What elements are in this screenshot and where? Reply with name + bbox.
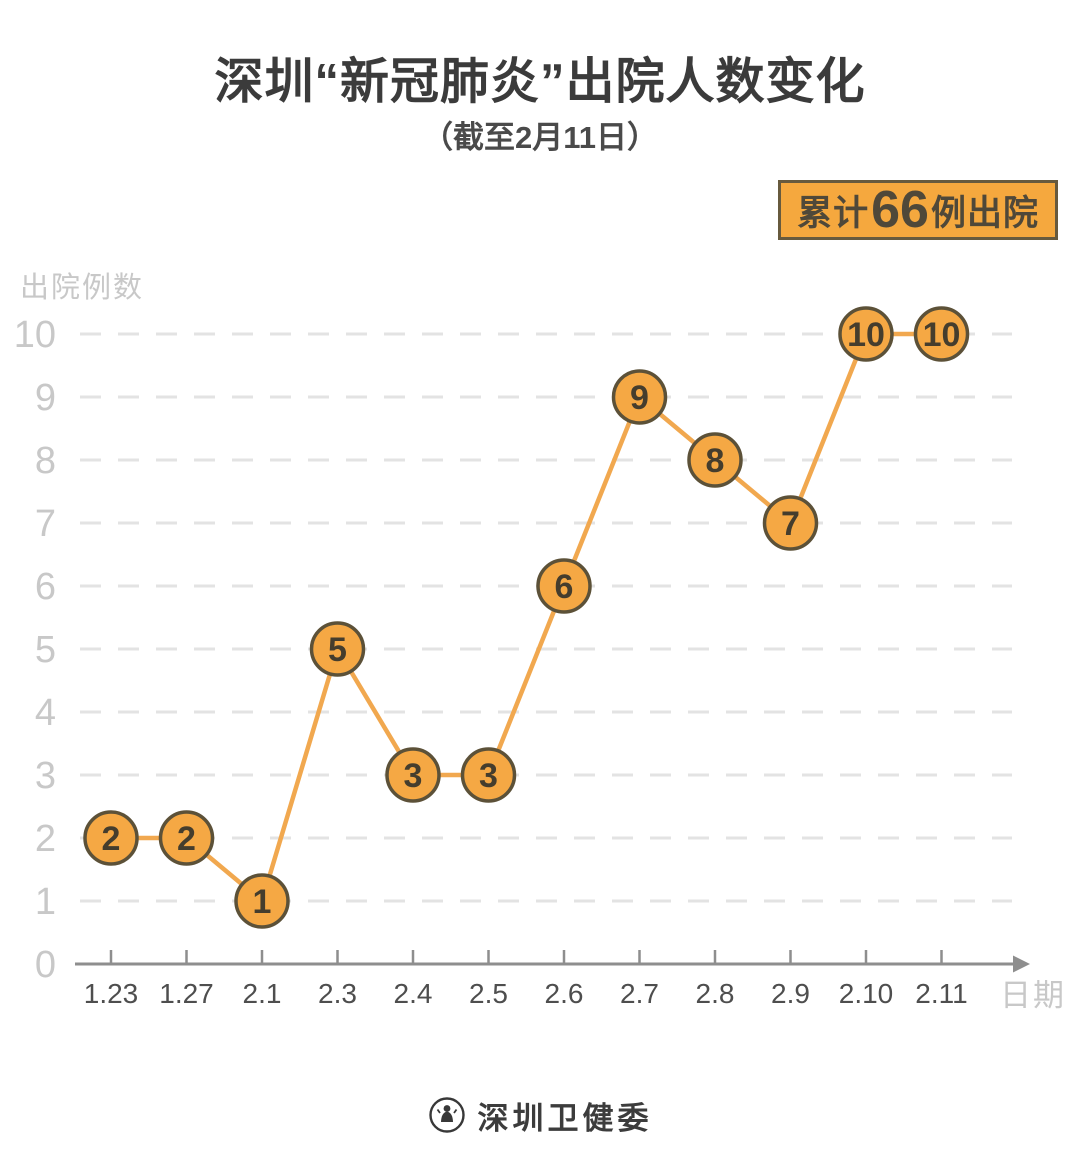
data-point-value-2.11: 10	[923, 316, 961, 354]
data-point-value-2.4: 3	[404, 757, 423, 795]
data-point-value-2.3: 5	[328, 631, 347, 669]
data-point-value-2.7: 9	[630, 379, 649, 417]
data-point-2.11	[913, 306, 970, 362]
footer-logo: 深圳卫健委	[0, 1092, 1080, 1138]
data-point-value-2.8: 8	[706, 442, 725, 480]
data-point-value-2.5: 3	[479, 757, 498, 795]
y-axis-title: 出院例数	[20, 272, 145, 304]
x-tick-label-2.10: 2.10	[839, 978, 894, 1009]
x-axis-title: 日期	[1000, 978, 1066, 1013]
data-point-value-2.6: 6	[555, 568, 574, 606]
y-tick-label-6: 6	[35, 566, 56, 608]
data-point-2.8	[687, 432, 743, 488]
y-tick-label-0: 0	[35, 944, 56, 986]
data-point-1.27	[158, 810, 215, 866]
logo-text: 深圳卫健委	[477, 1100, 653, 1136]
x-tick-label-2.11: 2.11	[915, 978, 967, 1009]
chart-title: 深圳“新冠肺炎”出院人数变化	[214, 55, 866, 109]
data-point-value-2.10: 10	[847, 316, 885, 354]
chart-subtitle: （截至2月11日）	[421, 120, 658, 155]
y-tick-label-1: 1	[35, 881, 56, 923]
x-axis-arrow-icon	[1013, 955, 1030, 973]
data-point-value-1.27: 2	[177, 820, 196, 858]
y-tick-label-4: 4	[35, 692, 56, 734]
x-tick-label-2.1: 2.1	[243, 978, 282, 1009]
y-tick-label-10: 10	[14, 314, 56, 356]
x-tick-label-2.7: 2.7	[620, 978, 659, 1009]
y-tick-label-2: 2	[35, 818, 56, 860]
y-tick-label-7: 7	[35, 503, 56, 545]
badge-prefix: 累计	[797, 193, 870, 233]
x-tick-label-2.6: 2.6	[545, 978, 584, 1009]
data-point-value-2.1: 1	[253, 883, 272, 921]
data-point-value-2.9: 7	[781, 505, 800, 543]
y-tick-label-3: 3	[35, 755, 56, 797]
data-point-2.7	[611, 369, 668, 425]
data-point-2.9	[762, 495, 819, 551]
cumulative-total-badge: 累计 66 例出院	[778, 180, 1058, 240]
data-point-2.6	[536, 558, 592, 614]
badge-suffix: 例出院	[930, 193, 1039, 233]
health-commission-emblem-icon	[428, 1097, 465, 1133]
data-point-2.5	[460, 747, 517, 803]
x-tick-label-2.5: 2.5	[469, 978, 508, 1009]
data-point-2.1	[234, 873, 290, 929]
data-point-2.4	[385, 747, 441, 803]
x-tick-label-1.23: 1.23	[84, 978, 139, 1009]
x-tick-label-2.3: 2.3	[318, 978, 357, 1009]
x-tick-label-1.27: 1.27	[159, 978, 214, 1009]
y-tick-label-8: 8	[35, 440, 56, 482]
data-line	[108, 331, 944, 904]
data-point-2.10	[838, 306, 894, 362]
data-point-1.23	[83, 810, 139, 866]
data-point-2.3	[309, 621, 366, 677]
y-tick-label-9: 9	[35, 377, 56, 419]
data-point-value-1.23: 2	[102, 820, 121, 858]
x-tick-label-2.4: 2.4	[394, 978, 433, 1009]
y-tick-label-5: 5	[35, 629, 56, 671]
x-tick-label-2.8: 2.8	[696, 978, 735, 1009]
x-tick-label-2.9: 2.9	[771, 978, 810, 1009]
badge-number: 66	[871, 181, 929, 239]
